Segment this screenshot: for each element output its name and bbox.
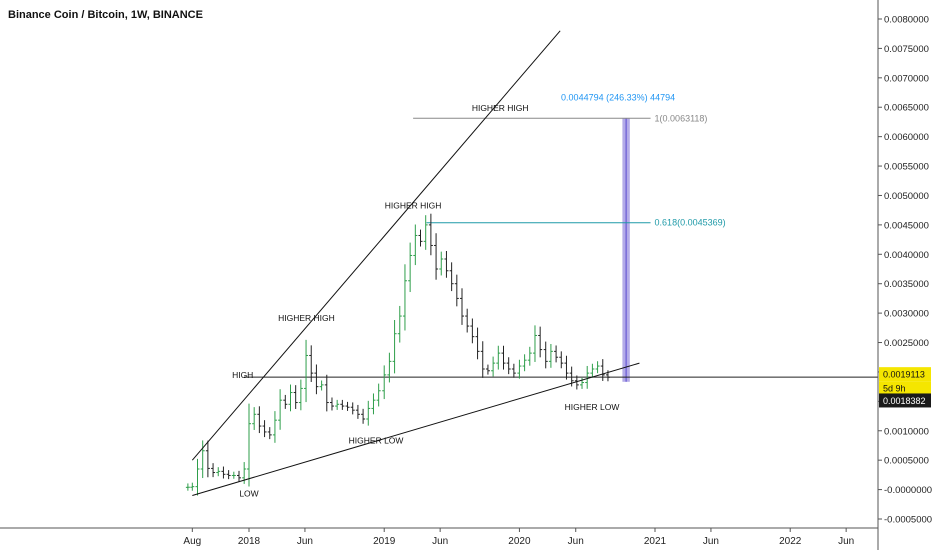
x-tick-label: 2020: [508, 536, 531, 547]
y-tick-label: 0.0040000: [884, 250, 929, 261]
y-tick-label: 0.0005000: [884, 456, 929, 467]
crosshair-price-badge: 0.0018382: [883, 396, 926, 406]
x-tick-label: Aug: [183, 536, 201, 547]
x-tick-label: Jun: [297, 536, 313, 547]
y-tick-label: -0.0000000: [884, 485, 932, 496]
chart-annotation: HIGHER HIGH: [385, 200, 442, 210]
upper-trendline[interactable]: [191, 30, 561, 461]
countdown-badge: 5d 9h: [883, 384, 906, 394]
y-tick-label: -0.0005000: [884, 515, 932, 526]
x-tick-label: 2019: [373, 536, 396, 547]
chart-title: Binance Coin / Bitcoin, 1W, BINANCE: [8, 9, 203, 21]
y-tick-label: 0.0060000: [884, 132, 929, 143]
last-price-badge: 0.0019113: [883, 370, 925, 380]
measure-label: 0.0044794 (246.33%) 44794: [561, 92, 675, 102]
chart-annotation: HIGHER LOW: [565, 402, 620, 412]
y-tick-label: 0.0035000: [884, 279, 929, 290]
x-tick-label: Jun: [838, 536, 854, 547]
chart-annotation: HIGHER HIGH: [278, 313, 335, 323]
x-tick-label: Jun: [432, 536, 448, 547]
chart-annotation: HIGH: [232, 370, 253, 380]
y-tick-label: 0.0050000: [884, 191, 929, 202]
y-tick-label: 0.0045000: [884, 220, 929, 231]
last-price-badge-bg: [879, 367, 931, 382]
x-tick-label: 2022: [779, 536, 802, 547]
y-tick-label: 0.0030000: [884, 309, 929, 320]
fib-level-label: 0.618(0.0045369): [655, 218, 726, 228]
y-tick-label: 0.0055000: [884, 162, 929, 173]
y-tick-label: 0.0070000: [884, 73, 929, 84]
x-tick-label: Jun: [703, 536, 719, 547]
lower-trendline[interactable]: [192, 362, 640, 496]
y-tick-label: 0.0065000: [884, 103, 929, 114]
chart-annotation: LOW: [239, 489, 258, 499]
crosshair-price-badge-bg: [879, 393, 931, 408]
y-tick-label: 0.0010000: [884, 426, 929, 437]
fib-level-label: 1(0.0063118): [655, 113, 708, 123]
y-tick-label: 0.0075000: [884, 44, 929, 55]
y-tick-label: 0.0080000: [884, 15, 929, 26]
chart-annotation: HIGHER HIGH: [472, 103, 529, 113]
y-tick-label: 0.0025000: [884, 338, 929, 349]
x-tick-label: 2018: [238, 536, 261, 547]
x-tick-label: 2021: [644, 536, 667, 547]
countdown-badge-bg: [879, 381, 931, 396]
chart-annotation: HIGHER LOW: [349, 436, 404, 446]
x-tick-label: Jun: [568, 536, 584, 547]
